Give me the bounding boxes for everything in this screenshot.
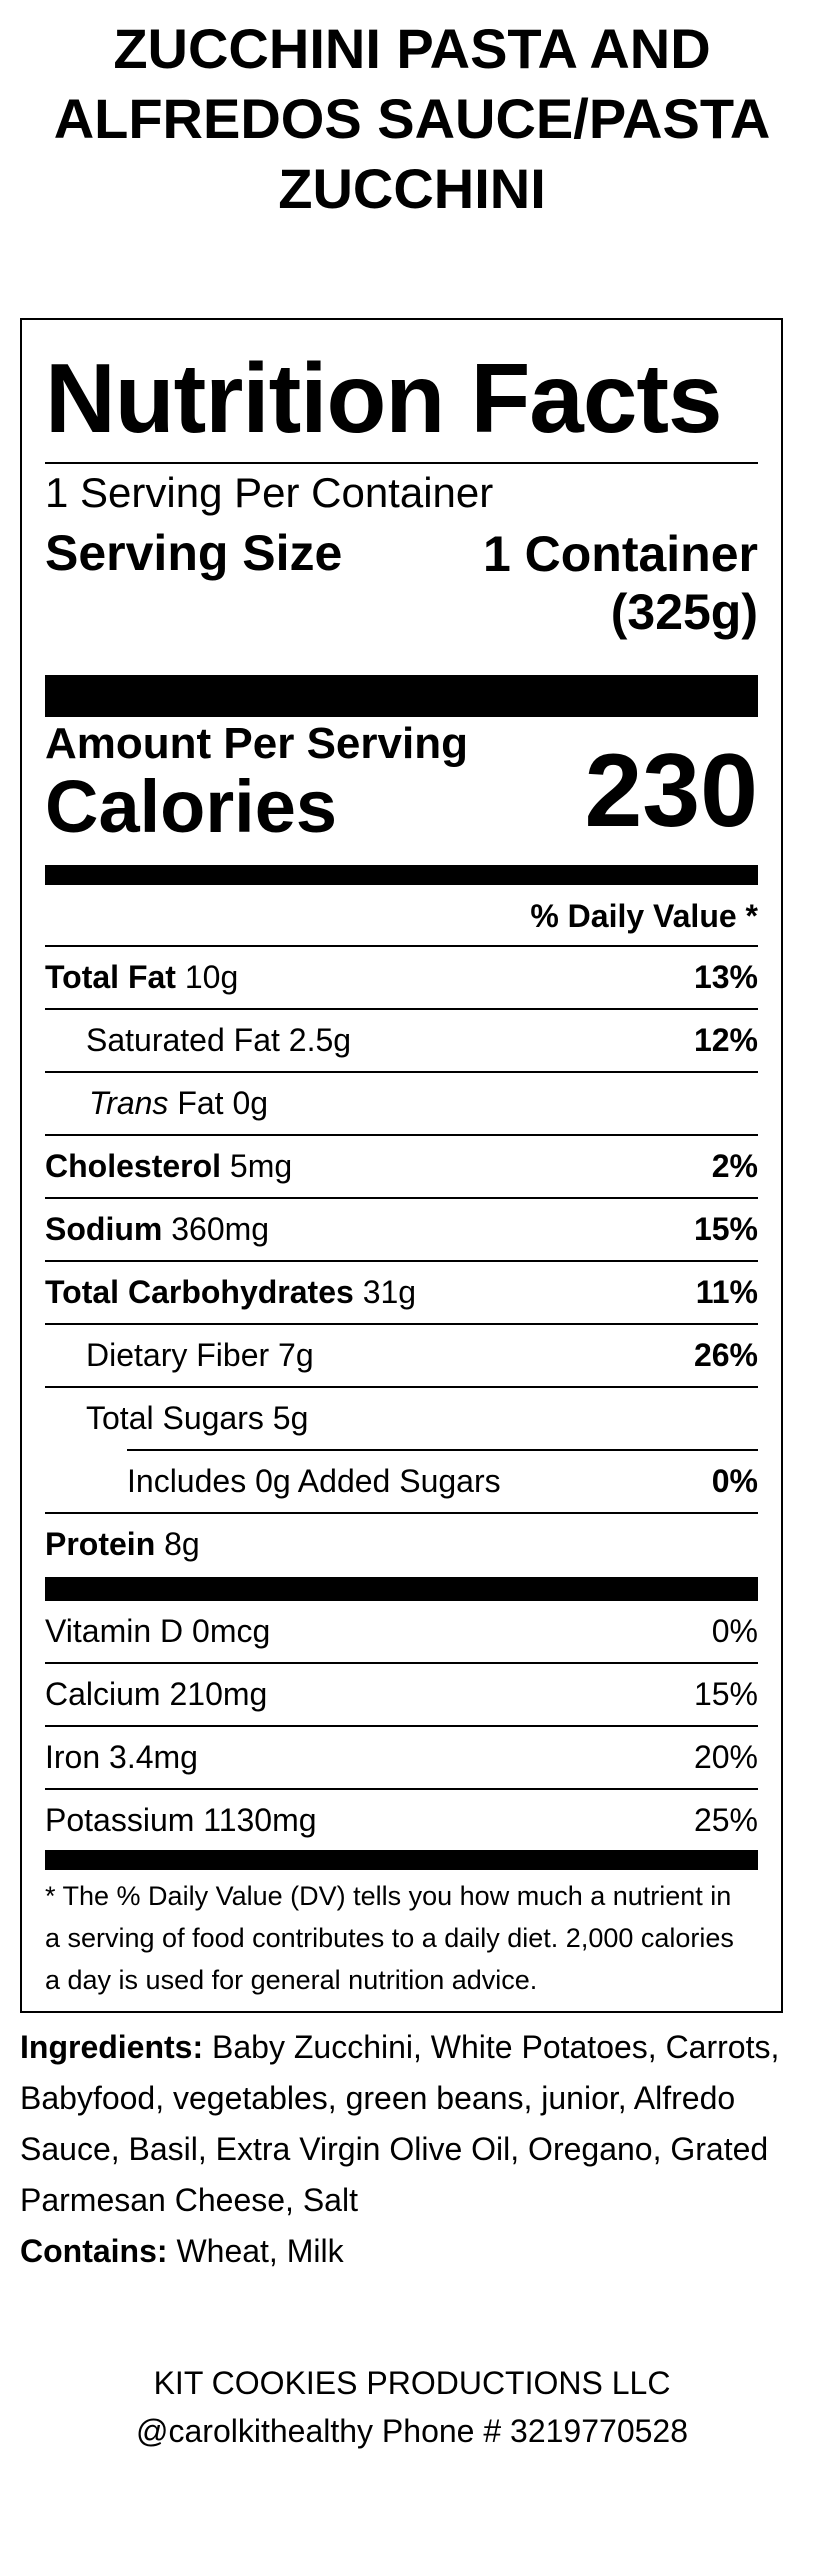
nutrient-row-total-fat: Total Fat 10g 13% xyxy=(45,947,758,1010)
nutrient-row-protein: Protein 8g xyxy=(45,1514,758,1577)
vitamin-dv: 25% xyxy=(693,1802,758,1838)
nutrient-row-cholesterol: Cholesterol 5mg 2% xyxy=(45,1136,758,1199)
nutrient-dv: 13% xyxy=(693,959,758,995)
nutrition-facts-label: Nutrition Facts 1 Serving Per Container … xyxy=(20,318,783,2013)
nutrient-row-dietary-fiber: Dietary Fiber 7g 26% xyxy=(45,1325,758,1388)
nutrient-row-total-sugars: Total Sugars 5g xyxy=(45,1388,758,1451)
nutrient-name: Sodium 360mg xyxy=(45,1211,270,1247)
divider xyxy=(45,462,758,464)
daily-value-footnote: * The % Daily Value (DV) tells you how m… xyxy=(45,1881,734,1995)
nutrient-name: Total Carbohydrates 31g xyxy=(45,1274,417,1310)
serving-size-value: 1 Container (325g) xyxy=(418,525,758,641)
vitamin-row-potassium: Potassium 1130mg 25% xyxy=(45,1790,758,1853)
nutrient-name: Cholesterol 5mg xyxy=(45,1148,293,1184)
vitamin-dv: 0% xyxy=(711,1613,758,1649)
divider xyxy=(127,1449,758,1451)
divider xyxy=(45,1386,758,1388)
serving-size-value-line-1: 1 Container xyxy=(482,526,758,582)
divider xyxy=(45,1260,758,1262)
contains-text: Wheat, Milk xyxy=(176,2233,344,2269)
divider xyxy=(45,1788,758,1790)
nutrition-facts-heading: Nutrition Facts xyxy=(45,343,722,453)
amount-per-serving: Amount Per Serving xyxy=(45,719,468,768)
nutrient-name: Total Fat 10g xyxy=(45,959,239,995)
divider xyxy=(45,1323,758,1325)
nutrient-name: Protein 8g xyxy=(45,1526,200,1562)
nutrient-name: Includes 0g Added Sugars xyxy=(127,1463,501,1499)
nutrient-dv: 12% xyxy=(693,1022,758,1058)
divider xyxy=(45,945,758,947)
vitamin-name: Calcium 210mg xyxy=(45,1676,268,1712)
servings-per-container: 1 Serving Per Container xyxy=(45,469,494,516)
ingredients-label: Ingredients: xyxy=(20,2029,204,2065)
nutrient-row-sodium: Sodium 360mg 15% xyxy=(45,1199,758,1262)
nutrient-dv: 11% xyxy=(695,1274,758,1310)
thick-divider xyxy=(45,1577,758,1601)
medium-divider xyxy=(45,1850,758,1870)
nutrient-row-added-sugars: Includes 0g Added Sugars 0% xyxy=(45,1451,758,1514)
ingredients-statement: Ingredients: Baby Zucchini, White Potato… xyxy=(20,2022,810,2226)
divider xyxy=(45,1512,758,1514)
company-name: KIT COOKIES PRODUCTIONS LLC xyxy=(153,2365,671,2401)
product-title-line-3: ZUCCHINI xyxy=(278,157,546,220)
nutrient-row-saturated-fat: Saturated Fat 2.5g 12% xyxy=(45,1010,758,1073)
product-title-line-1: ZUCCHINI PASTA AND xyxy=(113,17,711,80)
vitamin-row-vitamin-d: Vitamin D 0mcg 0% xyxy=(45,1601,758,1664)
vitamin-name: Potassium 1130mg xyxy=(45,1802,317,1838)
ingredients-text: Baby Zucchini, White Potatoes, Carrots, … xyxy=(20,2029,780,2218)
nutrient-row-trans-fat: Trans Fat 0g xyxy=(45,1073,758,1136)
nutrient-row-total-carbohydrates: Total Carbohydrates 31g 11% xyxy=(45,1262,758,1325)
nutrient-dv: 2% xyxy=(711,1148,758,1184)
product-title: ZUCCHINI PASTA AND ALFREDOS SAUCE/PASTA … xyxy=(0,14,824,224)
calories-value: 230 xyxy=(584,733,758,849)
nutrient-name: Trans Fat 0g xyxy=(89,1085,269,1121)
product-title-line-2: ALFREDOS SAUCE/PASTA xyxy=(53,87,771,150)
nutrient-name: Dietary Fiber 7g xyxy=(86,1337,314,1373)
nutrient-dv: 0% xyxy=(711,1463,758,1499)
calories-label: Calories xyxy=(45,765,338,848)
divider xyxy=(45,1134,758,1136)
divider xyxy=(45,1662,758,1664)
thick-divider xyxy=(45,675,758,717)
vitamin-name: Iron 3.4mg xyxy=(45,1739,198,1775)
nutrient-dv: 15% xyxy=(693,1211,758,1247)
divider xyxy=(45,1725,758,1727)
nutrient-name: Total Sugars 5g xyxy=(86,1400,309,1436)
vitamin-row-iron: Iron 3.4mg 20% xyxy=(45,1727,758,1790)
daily-value-header: % Daily Value * xyxy=(530,898,758,934)
serving-size-label: Serving Size xyxy=(45,525,343,581)
company-contact: @carolkithealthy Phone # 3219770528 xyxy=(136,2413,688,2449)
divider xyxy=(45,1197,758,1199)
nutrient-dv: 26% xyxy=(693,1337,758,1373)
vitamin-row-calcium: Calcium 210mg 15% xyxy=(45,1664,758,1727)
nutrient-name: Saturated Fat 2.5g xyxy=(86,1022,352,1058)
allergen-statement: Contains: Wheat, Milk xyxy=(20,2226,344,2276)
medium-divider xyxy=(45,865,758,885)
vitamin-dv: 20% xyxy=(693,1739,758,1775)
vitamin-name: Vitamin D 0mcg xyxy=(45,1613,271,1649)
divider xyxy=(45,1008,758,1010)
serving-size-value-line-2: (325g) xyxy=(610,584,758,640)
vitamin-dv: 15% xyxy=(693,1676,758,1712)
divider xyxy=(45,1071,758,1073)
contains-label: Contains: xyxy=(20,2233,168,2269)
